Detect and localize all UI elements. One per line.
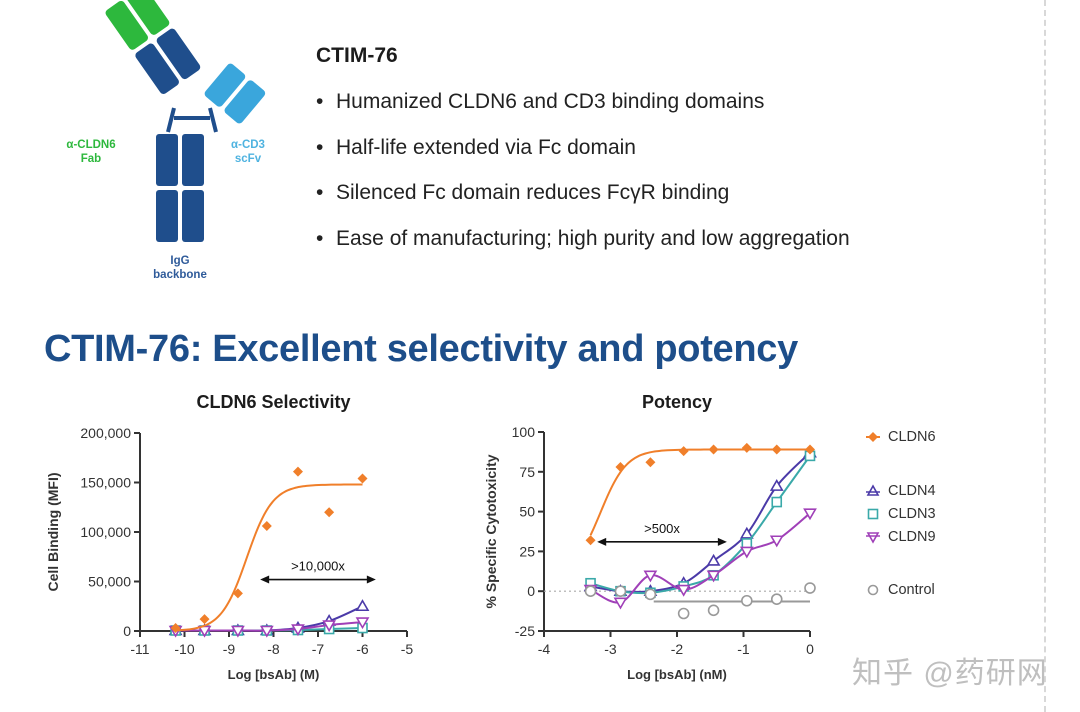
y-tick-label: 0 <box>527 583 535 599</box>
product-heading: CTIM-76 <box>316 44 398 67</box>
legend-item-cldn9: CLDN9 <box>866 529 936 545</box>
legend-item-cldn6: CLDN6 <box>866 429 936 445</box>
backbone-label-line1: IgG <box>170 255 190 267</box>
fab-label-line1: α-CLDN6 <box>66 139 116 151</box>
legend-label: CLDN9 <box>888 529 936 545</box>
x-axis-label: Log [bsAb] (M) <box>228 667 320 682</box>
x-tick-label: -11 <box>130 641 149 657</box>
legend-label: CLDN4 <box>888 483 936 499</box>
y-tick-label: 50,000 <box>88 574 131 590</box>
legend-item-cldn4: CLDN4 <box>866 483 936 499</box>
series-control <box>584 582 816 620</box>
backbone-label: IgG backbone <box>144 254 216 282</box>
x-tick-label: -4 <box>538 641 551 657</box>
series-cldn6 <box>585 442 815 546</box>
y-tick-label: 100,000 <box>80 524 131 540</box>
y-tick-label: 150,000 <box>80 475 131 491</box>
section-title: CTIM-76: Excellent selectivity and poten… <box>44 328 798 370</box>
square-marker-icon <box>867 508 879 520</box>
scfv-label-line2: scFv <box>234 153 262 165</box>
x-tick-label: -2 <box>671 641 684 657</box>
legend-label: Control <box>888 582 935 598</box>
y-tick-label: 50 <box>519 504 535 520</box>
x-axis-label: Log [bsAb] (nM) <box>627 667 727 682</box>
selectivity-chart: CLDN6 Selectivity 0 50,000 100,000 150,000 20… <box>45 392 414 682</box>
feature-item: Half-life extended via Fc domain <box>316 132 850 178</box>
series-cldn6 <box>170 466 368 634</box>
fold-change-annotation: >10,000x <box>260 559 376 584</box>
circle-marker-icon <box>867 584 879 596</box>
x-tick-label: -1 <box>737 641 750 657</box>
svg-text:>500x: >500x <box>644 521 680 536</box>
series-cldn9 <box>168 617 370 638</box>
x-tick-label: -5 <box>401 641 414 657</box>
diamond-marker-icon <box>866 432 880 442</box>
y-tick-label: 200,000 <box>80 425 131 441</box>
x-tick-label: -3 <box>604 641 617 657</box>
feature-item: Ease of manufacturing; high purity and l… <box>316 223 850 269</box>
feature-item: Humanized CLDN6 and CD3 binding domains <box>316 86 850 132</box>
backbone-label-line2: backbone <box>153 269 207 281</box>
fab-label: α-CLDN6 Fab <box>56 138 126 166</box>
legend-item-control: Control <box>866 582 935 598</box>
x-tick-label: -8 <box>267 641 280 657</box>
y-axis-label: % Specific Cytotoxicity <box>483 454 499 608</box>
scfv-label: α-CD3 scFv <box>218 138 278 166</box>
y-tick-label: 0 <box>123 623 131 639</box>
x-tick-label: -7 <box>312 641 325 657</box>
x-tick-label: -9 <box>223 641 236 657</box>
chart-title: CLDN6 Selectivity <box>196 392 350 412</box>
svg-text:>10,000x: >10,000x <box>291 559 345 574</box>
x-tick-label: -10 <box>174 641 194 657</box>
triangle-down-marker-icon <box>866 532 880 544</box>
watermark: 知乎 @药研网 <box>852 657 1048 690</box>
y-tick-label: 25 <box>519 543 535 559</box>
chart-title: Potency <box>642 392 712 412</box>
scfv-label-line1: α-CD3 <box>231 139 265 151</box>
antibody-structure-icon <box>105 0 266 242</box>
y-tick-label: 75 <box>519 464 535 480</box>
legend-item-cldn3: CLDN3 <box>866 506 936 522</box>
y-tick-label: -25 <box>515 623 535 639</box>
legend-label: CLDN3 <box>888 506 936 522</box>
x-tick-label: 0 <box>806 641 814 657</box>
triangle-up-marker-icon <box>866 484 880 496</box>
potency-chart: Potency -25 0 25 50 75 100 -4 -3 -2 -1 0 Log [bsAb] … <box>483 392 817 682</box>
fold-change-annotation: >500x <box>597 521 727 546</box>
legend-label: CLDN6 <box>888 429 936 445</box>
antibody-diagram: α-CLDN6 Fab α-CD3 scFv IgG backbone <box>66 0 300 300</box>
feature-item: Silenced Fc domain reduces FcγR binding <box>316 177 850 223</box>
y-axis-label: Cell Binding (MFI) <box>45 473 61 592</box>
axes <box>139 433 407 632</box>
fab-label-line2: Fab <box>80 153 102 165</box>
feature-list: Humanized CLDN6 and CD3 binding domains … <box>316 86 850 268</box>
page-divider <box>1044 0 1046 712</box>
x-tick-label: -6 <box>356 641 369 657</box>
y-tick-label: 100 <box>512 424 536 440</box>
